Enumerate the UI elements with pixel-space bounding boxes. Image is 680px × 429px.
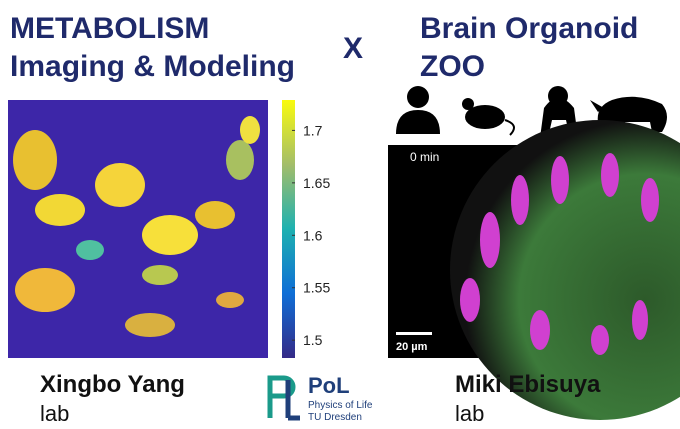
colorbar-tick-label: 1.55 <box>303 280 330 296</box>
logo-name: PoL <box>308 373 350 398</box>
right-title: Brain Organoid <box>420 12 638 45</box>
time-label: 0 min <box>410 150 439 164</box>
heatmap <box>8 100 268 358</box>
pol-logo-mark <box>267 375 300 421</box>
left-person: Xingbo Yang <box>40 371 185 398</box>
left-suffix: lab <box>40 401 69 426</box>
right-title: ZOO <box>420 50 485 83</box>
logo-subtitle: Physics of Life <box>308 400 373 411</box>
logo-subtitle: TU Dresden <box>308 412 362 423</box>
right-person: Miki Ebisuya <box>455 371 601 398</box>
right-suffix: lab <box>455 401 484 426</box>
colorbar-tick-label: 1.7 <box>303 122 323 138</box>
micrograph <box>388 120 680 420</box>
colorbar <box>282 100 295 358</box>
scale-label: 20 µm <box>396 341 428 353</box>
separator: X <box>343 32 363 65</box>
colorbar-tick-label: 1.5 <box>303 332 323 348</box>
colorbar-tick-label: 1.6 <box>303 227 323 243</box>
left-title: Imaging & Modeling <box>10 50 295 83</box>
colorbar-tick-label: 1.65 <box>303 175 330 191</box>
left-title: METABOLISM <box>10 12 209 45</box>
scale-bar <box>396 332 432 335</box>
